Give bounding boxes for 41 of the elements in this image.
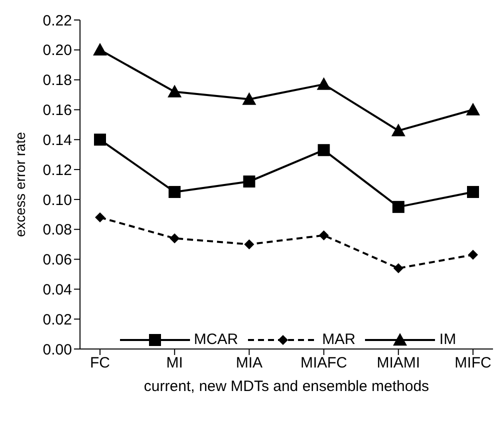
y-tick-label: 0.18: [42, 72, 72, 90]
point: [243, 176, 256, 188]
point: [168, 186, 181, 198]
y-tick-label: 0.22: [42, 12, 72, 30]
point: [316, 77, 331, 90]
legend-label: IM: [439, 331, 456, 348]
point: [168, 84, 182, 98]
y-tick-label: 0.10: [42, 192, 72, 209]
y-tick-label: 0.16: [42, 102, 72, 120]
x-tick-label: MIAMI: [376, 354, 420, 372]
point: [94, 134, 106, 146]
point: [393, 263, 404, 274]
x-tick-label: MIFC: [454, 354, 492, 372]
point: [467, 186, 479, 198]
point: [170, 233, 180, 244]
point: [318, 144, 330, 156]
y-axis-title: excess error rate: [12, 132, 28, 238]
x-tick-label: MIA: [236, 354, 263, 372]
point: [244, 239, 254, 250]
y-tick-label: 0.20: [42, 42, 72, 60]
legend-label: MCAR: [194, 331, 238, 348]
y-tick-label: 0.12: [42, 162, 72, 179]
x-tick-label: MIAFC: [300, 354, 348, 372]
x-tick-label: FC: [90, 354, 110, 372]
y-tick-label: 0.08: [42, 222, 72, 239]
point: [318, 230, 329, 240]
legend-label: MAR: [322, 331, 356, 348]
point: [392, 200, 404, 213]
x-tick-label: MI: [166, 354, 183, 372]
y-tick-label: 0.00: [42, 341, 72, 358]
point: [468, 250, 478, 260]
x-axis-title: current, new MDTs and ensemble methods: [144, 378, 430, 395]
point: [466, 102, 480, 116]
y-tick-label: 0.14: [42, 132, 72, 149]
point: [242, 92, 256, 105]
point: [93, 42, 107, 56]
point: [391, 124, 406, 136]
y-tick-label: 0.04: [42, 282, 72, 299]
point: [95, 212, 105, 222]
y-tick-label: 0.06: [42, 252, 72, 269]
y-tick-label: 0.02: [42, 311, 72, 328]
